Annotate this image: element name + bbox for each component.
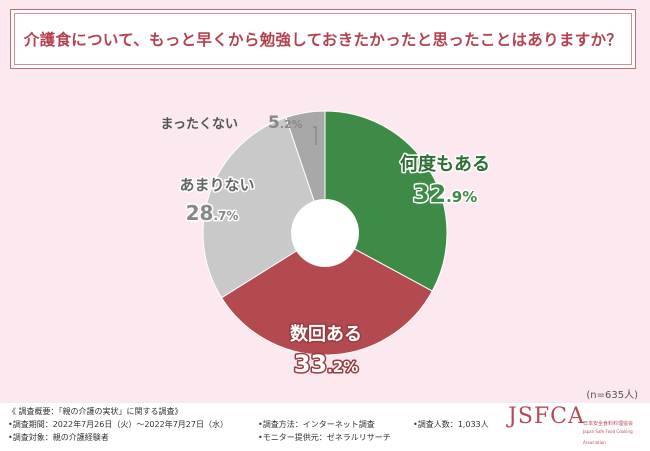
- logo-subtitle-ja: 日本安全食料料理協会: [583, 421, 634, 427]
- slice-2: [220, 232, 433, 356]
- donut-chart: 何度もある 32.9% 数回ある 33.2% あまりない 28.7% まったくない 5.2%: [161, 110, 492, 380]
- slice-value-3: 28.7%: [186, 201, 239, 225]
- sample-size: (n=635人): [586, 390, 638, 401]
- slice-value-1: 32.9%: [413, 180, 478, 208]
- jsfca-logo: JSFCA: [508, 404, 585, 429]
- logo-subtitle-en: Japan Safe Food Cooking Association: [583, 429, 633, 445]
- survey-period: •調査期間：2022年7月26日（火）〜2022年7月27日（水）: [8, 420, 228, 429]
- survey-method: •調査方法：インターネット調査: [258, 420, 375, 429]
- chart-title: 介護食について、もっと早くから勉強しておきたかったと思ったことはありますか？: [23, 31, 623, 49]
- title-box: 介護食について、もっと早くから勉強しておきたかったと思ったことはありますか？: [10, 9, 636, 69]
- slice-label-2: 数回ある: [290, 323, 362, 345]
- monitor-provider: •モニター提供元：ゼネラルリサーチ: [258, 433, 391, 442]
- slice-3: [202, 116, 326, 299]
- slice-value-2: 33.2%: [294, 350, 359, 378]
- chart-card: 介護食について、もっと早くから勉強しておきたかったと思ったことはありますか？ 何…: [10, 9, 638, 401]
- footer: 《 調査概要：「親の介護の実状」に関する調査》 •調査期間：2022年7月26日…: [0, 402, 650, 451]
- slice-value-4: 5.2%: [268, 113, 303, 133]
- slice-label-4: まったくない: [161, 117, 238, 132]
- slice-label-3: あまりない: [179, 176, 254, 194]
- survey-count: •調査人数：1,033人: [413, 420, 489, 429]
- leader-line: [313, 126, 317, 145]
- donut-hole: [291, 199, 359, 267]
- slice-labels: 何度もある 32.9% 数回ある 33.2% あまりない 28.7% まったくない 5.2%: [161, 113, 492, 380]
- survey-title: 《 調査概要：「親の介護の実状」に関する調査》: [8, 407, 183, 416]
- slice-label-1: 何度もある: [400, 153, 490, 175]
- survey-target: •調査対象：親の介護経験者: [8, 433, 109, 442]
